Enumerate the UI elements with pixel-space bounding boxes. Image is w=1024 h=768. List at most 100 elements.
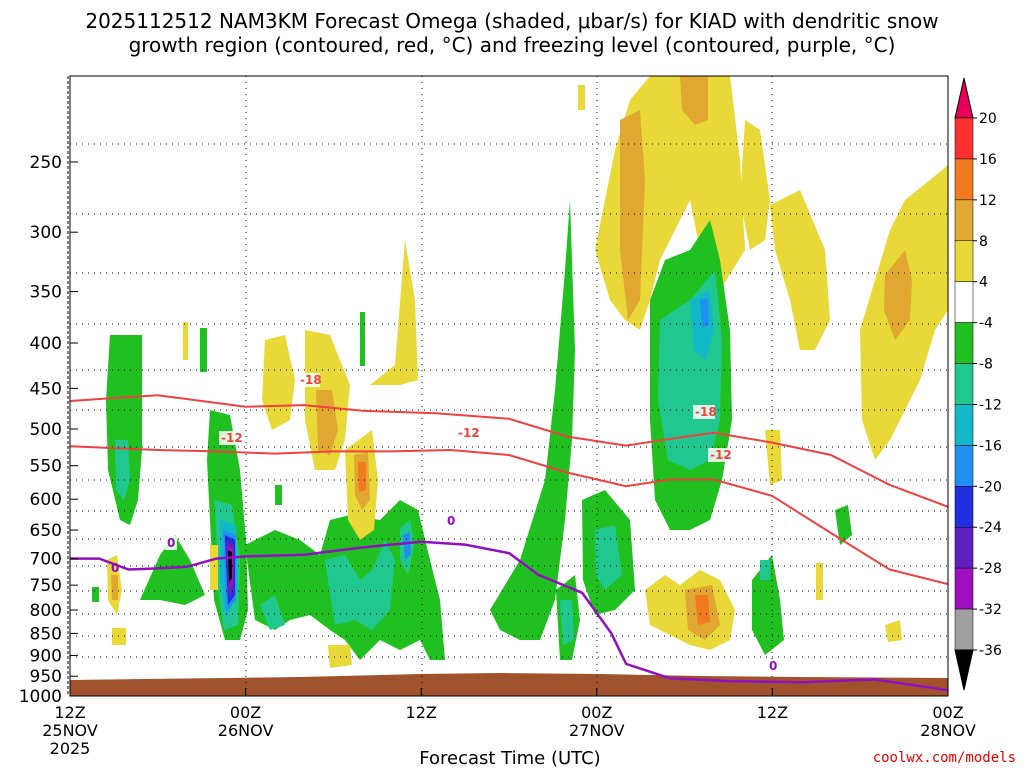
- colorbar-label-12: -32: [979, 602, 1002, 618]
- freezing-label-3: 0: [769, 659, 777, 673]
- omega-area-20: [403, 532, 411, 560]
- freezing-label-4: 0: [111, 561, 119, 575]
- freezing-level-contour: [70, 540, 949, 692]
- colorbar: 20 16 12 8 4 -4 -8 -12 -16 -20 -24 -28 -32 -36: [954, 77, 1002, 691]
- omega-area-36: [560, 600, 574, 645]
- colorbar-label-10: -24: [979, 520, 1002, 536]
- y-tick-label-600: 600: [30, 490, 62, 510]
- y-tick-label-250: 250: [30, 153, 62, 173]
- credit-text: coolwx.com/models: [873, 750, 1016, 766]
- dgz-top-contour: [69, 394, 949, 508]
- omega-area-44: [770, 190, 830, 350]
- omega-area-31: [370, 240, 418, 385]
- terrain-fill: [70, 673, 948, 696]
- y-tick-label-950: 950: [30, 667, 62, 687]
- omega-area-21: [260, 595, 285, 630]
- x-tick-label-5-0: 00Z: [932, 703, 963, 722]
- colorbar-label-1: 16: [979, 152, 997, 168]
- colorbar-top-arrow: [954, 77, 974, 119]
- omega-area-30: [358, 462, 366, 492]
- colorbar-segment-11: [954, 567, 974, 610]
- colorbar-label-7: -12: [979, 397, 1002, 413]
- omega-area-48: [700, 298, 709, 328]
- colorbar-label-13: -36: [979, 643, 1002, 659]
- y-tick-label-350: 350: [30, 283, 62, 303]
- omega-area-41: [680, 76, 708, 125]
- chart-title-line2: growth region (contoured, red, °C) and f…: [129, 33, 896, 57]
- y-axis: 2503003504004505005506006507007508008509…: [19, 153, 78, 707]
- omega-area-51: [695, 595, 710, 625]
- colorbar-segment-4: [954, 281, 974, 323]
- omega-area-32: [183, 322, 188, 360]
- x-tick-label-1-0: 00Z: [230, 703, 261, 722]
- chart-title-line1: 2025112512 NAM3KM Forecast Omega (shaded…: [85, 9, 938, 33]
- colorbar-segment-2: [954, 199, 974, 242]
- omega-area-18: [325, 540, 395, 630]
- colorbar-segment-5: [954, 322, 974, 364]
- omega-area-6: [111, 575, 118, 600]
- colorbar-segment-6: [954, 363, 974, 405]
- colorbar-segment-3: [954, 240, 974, 282]
- colorbar-label-0: 20: [979, 111, 997, 127]
- y-tick-label-800: 800: [30, 601, 62, 621]
- colorbar-label-3: 8: [979, 234, 988, 250]
- colorbar-segment-12: [954, 608, 974, 651]
- y-tick-label-300: 300: [30, 223, 62, 243]
- y-gridlines: [70, 143, 948, 658]
- omega-area-59: [885, 620, 902, 642]
- omega-area-22: [275, 485, 282, 505]
- colorbar-label-6: -8: [979, 357, 993, 373]
- y-tick-label-1000: 1000: [19, 687, 62, 707]
- omega-area-24: [210, 545, 218, 590]
- colorbar-label-9: -20: [979, 479, 1002, 495]
- colorbar-segment-0: [954, 117, 974, 160]
- omega-area-23: [360, 312, 365, 366]
- x-tick-label-4-0: 12Z: [757, 703, 788, 722]
- colorbar-segment-8: [954, 445, 974, 487]
- colorbar-segment-9: [954, 486, 974, 528]
- omega-area-55: [816, 563, 823, 600]
- contour-labels: -18 -18 -12 -12 -12 0 0 0 0: [111, 373, 779, 673]
- colorbar-label-8: -16: [979, 438, 1002, 454]
- y-tick-label-450: 450: [30, 379, 62, 399]
- y-tick-label-850: 850: [30, 624, 62, 644]
- omega-area-53: [760, 560, 770, 580]
- x-tick-label-3-0: 00Z: [581, 703, 612, 722]
- plot-frame: [69, 75, 949, 697]
- omega-area-38: [595, 525, 622, 590]
- y-tick-label-650: 650: [30, 521, 62, 541]
- omega-area-40: [620, 110, 645, 320]
- colorbar-segment-7: [954, 404, 974, 446]
- y-tick-label-400: 400: [30, 334, 62, 354]
- omega-area-34: [490, 200, 575, 640]
- x-axis-title: Forecast Time (UTC): [419, 748, 600, 768]
- omega-area-4: [140, 535, 205, 605]
- y-tick-label-750: 750: [30, 576, 62, 596]
- y-tick-label-900: 900: [30, 646, 62, 666]
- colorbar-label-4: 4: [979, 275, 988, 291]
- y-tick-label-700: 700: [30, 550, 62, 570]
- x-tick-label-0-2: 2025: [50, 739, 91, 758]
- omega-area-2: [115, 440, 130, 500]
- omega-area-56: [835, 505, 852, 545]
- freezing-label-2: 0: [447, 514, 455, 528]
- colorbar-segment-1: [954, 158, 974, 201]
- x-tick-label-0-1: 25NOV: [42, 721, 98, 740]
- x-tick-label-2-0: 12Z: [406, 703, 437, 722]
- dgz-bottom-label-1: -12: [221, 431, 243, 445]
- freezing-label-1: 0: [167, 536, 175, 550]
- dgz-bottom-contour: [69, 445, 949, 586]
- omega-area-43: [740, 120, 770, 250]
- x-gridlines: [245, 76, 773, 696]
- y-tick-label-500: 500: [30, 420, 62, 440]
- colorbar-label-11: -28: [979, 561, 1002, 577]
- x-tick-label-0-0: 12Z: [54, 703, 85, 722]
- omega-area-1: [106, 335, 142, 525]
- omega-area-42: [578, 85, 585, 110]
- omega-area-3: [200, 328, 207, 372]
- x-tick-label-3-1: 27NOV: [569, 721, 625, 740]
- colorbar-bottom-arrow: [954, 649, 974, 691]
- colorbar-segment-10: [954, 526, 974, 569]
